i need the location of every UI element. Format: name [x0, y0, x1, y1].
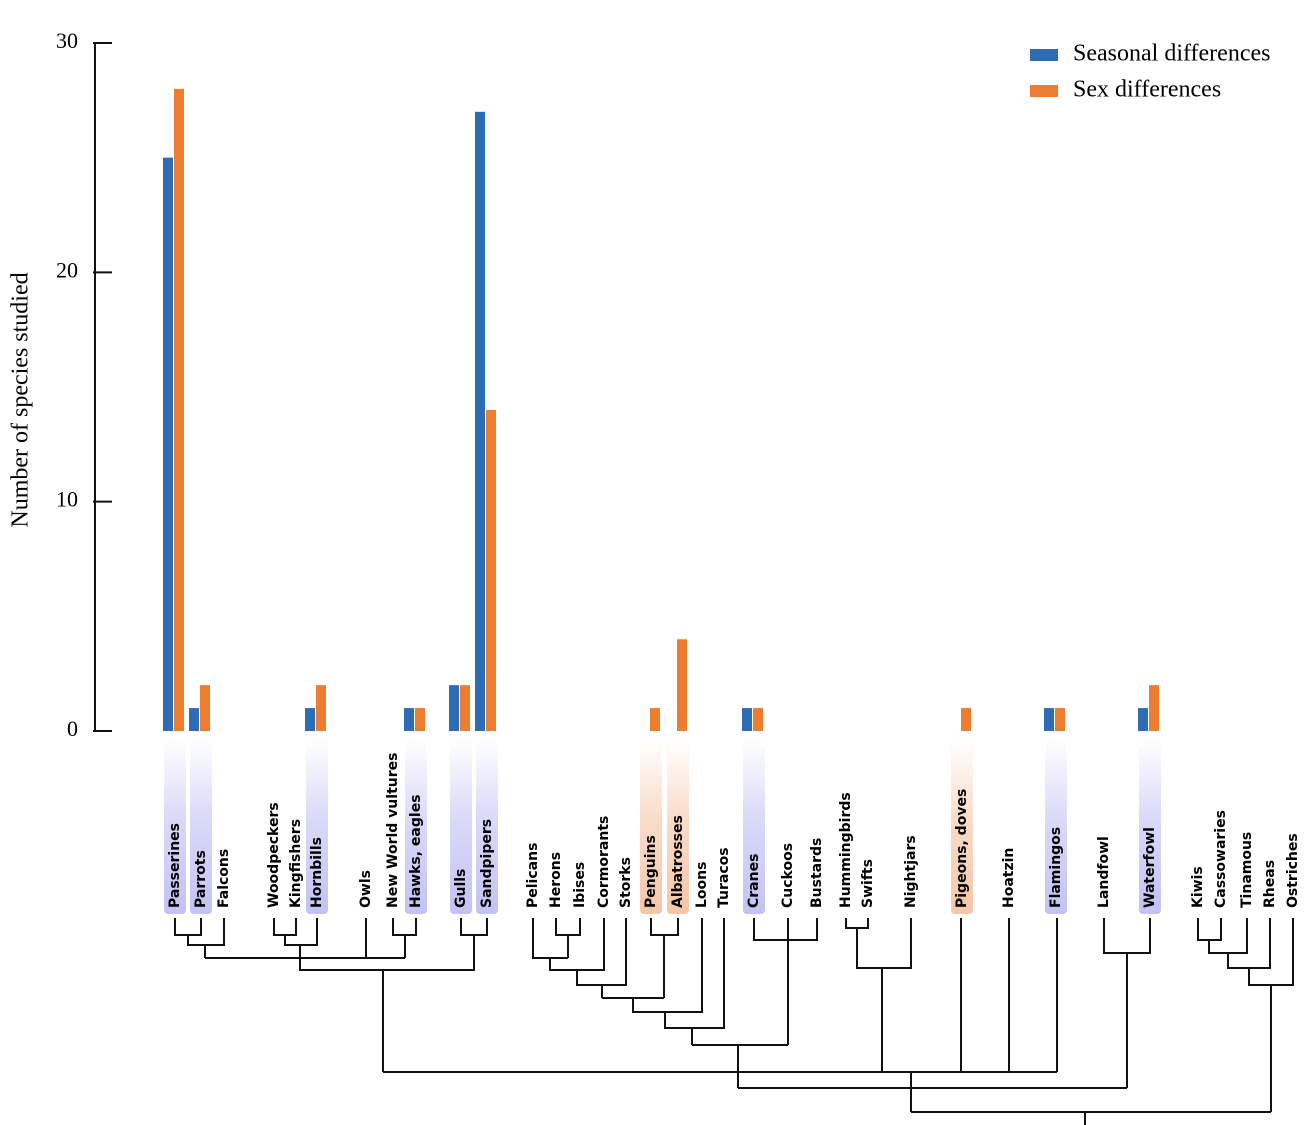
bar: [449, 685, 459, 731]
y-axis-label: Number of species studied: [8, 272, 34, 527]
bar: [961, 708, 971, 731]
category-highlight: [405, 740, 427, 914]
y-tick-label: 0: [67, 716, 78, 741]
bar: [1044, 708, 1054, 731]
x-tick-label: Cassowaries: [1213, 810, 1229, 908]
legend-swatch: [1030, 49, 1058, 61]
x-tick-label: Albatrosses: [670, 815, 686, 908]
category-highlight: [476, 740, 498, 914]
category-highlight: [1139, 740, 1161, 914]
bar: [486, 409, 496, 731]
x-tick-label: Flamingos: [1048, 827, 1064, 908]
x-tick-label: Ostriches: [1285, 833, 1301, 908]
bar: [753, 708, 763, 731]
x-tick-label: Swifts: [860, 859, 876, 908]
x-tick-label: Hawks, eagles: [408, 794, 424, 908]
x-tick-label: Hornbills: [309, 837, 325, 908]
x-tick-label: Loons: [694, 862, 710, 908]
x-tick-label: Owls: [358, 870, 374, 908]
bar: [189, 708, 199, 731]
x-tick-label: Penguins: [643, 835, 659, 908]
legend-swatch: [1030, 85, 1058, 97]
x-tick-label: Passerines: [167, 823, 183, 908]
category-highlight: [190, 740, 212, 914]
bar: [316, 685, 326, 731]
bar: [415, 708, 425, 731]
category-highlight: [951, 740, 973, 914]
bar: [305, 708, 315, 731]
x-tick-label: Herons: [548, 852, 564, 908]
x-tick-label: Tinamous: [1239, 832, 1255, 908]
x-tick-label: Hummingbirds: [838, 792, 854, 908]
y-tick-label: 20: [56, 257, 78, 282]
bar: [163, 157, 173, 731]
bar: [1149, 685, 1159, 731]
category-highlight: [667, 740, 689, 914]
x-tick-label: Kingfishers: [288, 819, 304, 908]
category-highlight: [306, 740, 328, 914]
category-highlight: [164, 740, 186, 914]
x-tick-label: Storks: [618, 857, 634, 908]
bar: [1055, 708, 1065, 731]
bar: [200, 685, 210, 731]
x-tick-label: Landfowl: [1096, 836, 1112, 908]
x-tick-label: Woodpeckers: [266, 802, 282, 908]
x-tick-label: Waterfowl: [1142, 827, 1158, 908]
category-highlight: [743, 740, 765, 914]
x-tick-label: Kiwis: [1190, 866, 1206, 908]
bar: [650, 708, 660, 731]
x-tick-label: New World vultures: [385, 753, 401, 908]
category-highlight: [640, 740, 662, 914]
x-tick-label: Turacos: [716, 847, 732, 908]
x-tick-label: Cuckoos: [780, 843, 796, 908]
x-tick-label: Parrots: [193, 850, 209, 908]
bar: [460, 685, 470, 731]
x-tick-label: Hoatzin: [1001, 848, 1017, 908]
bar: [404, 708, 414, 731]
x-tick-label: Falcons: [216, 849, 232, 908]
category-highlight: [450, 740, 472, 914]
bar: [475, 111, 485, 732]
x-tick-label: Nightjars: [903, 835, 919, 908]
x-tick-label: Sandpipers: [479, 819, 495, 908]
legend-label: Seasonal differences: [1073, 41, 1270, 67]
phylogenetic-tree: [174, 918, 1294, 1125]
y-tick-label: 30: [56, 28, 78, 53]
x-tick-label: Ibises: [572, 862, 588, 908]
legend-label: Sex differences: [1073, 77, 1221, 103]
x-tick-label: Pigeons, doves: [954, 789, 970, 908]
x-tick-label: Gulls: [453, 869, 469, 908]
y-tick-label: 10: [56, 487, 78, 512]
bar: [174, 88, 184, 731]
x-tick-label: Cranes: [746, 854, 762, 908]
x-tick-label: Pelicans: [525, 843, 541, 908]
x-tick-label: Rheas: [1262, 860, 1278, 908]
category-highlight: [1045, 740, 1067, 914]
bar: [742, 708, 752, 731]
bar: [677, 639, 687, 731]
x-tick-label: Cormorants: [596, 816, 612, 908]
x-tick-label: Bustards: [809, 838, 825, 908]
bar: [1138, 708, 1148, 731]
